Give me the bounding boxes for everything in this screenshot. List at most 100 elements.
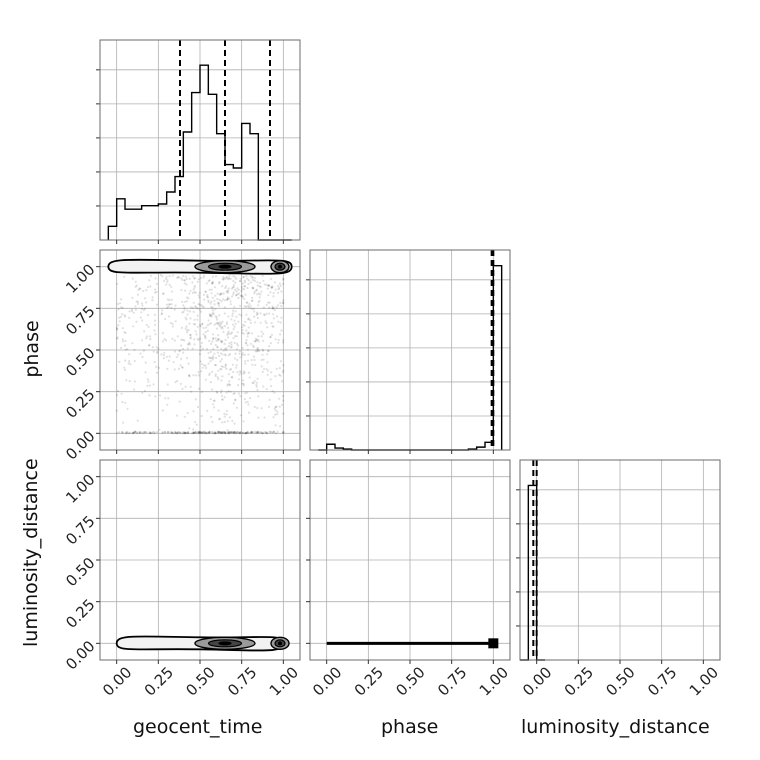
scatter-point — [155, 303, 159, 306]
scatter-point — [170, 298, 173, 301]
scatter-point — [138, 430, 141, 433]
scatter-point — [121, 401, 124, 404]
scatter-point — [213, 431, 216, 434]
scatter-point — [156, 371, 159, 374]
scatter-point — [214, 275, 218, 278]
scatter-point — [222, 275, 225, 279]
scatter-point — [169, 431, 172, 434]
scatter-point — [210, 356, 213, 360]
hist-step-geocent_time — [107, 64, 292, 241]
scatter-point — [256, 348, 259, 351]
scatter-point — [184, 327, 187, 330]
scatter-point — [221, 421, 224, 424]
scatter-point — [186, 329, 189, 332]
scatter-point — [208, 372, 211, 375]
scatter-point — [196, 307, 199, 310]
scatter-point — [199, 276, 202, 280]
scatter-point — [277, 338, 280, 342]
scatter-point — [146, 378, 149, 381]
scatter-point — [116, 327, 119, 331]
scatter-point — [225, 290, 228, 293]
scatter-point — [143, 330, 146, 333]
scatter-point — [181, 278, 184, 281]
scatter-point — [231, 314, 234, 317]
scatter-point — [204, 290, 207, 293]
scatter-point — [217, 354, 221, 357]
scatter-point — [215, 390, 218, 393]
scatter-point — [149, 285, 152, 288]
scatter-point — [180, 326, 183, 329]
scatter-point — [128, 379, 131, 383]
scatter-point — [210, 292, 213, 295]
scatter-point — [216, 391, 219, 394]
ytick-label: 0.50 — [62, 554, 98, 590]
scatter-point — [146, 285, 149, 289]
scatter-point — [282, 431, 285, 434]
scatter-point — [258, 349, 261, 353]
scatter-point — [142, 432, 145, 435]
scatter-point — [217, 334, 220, 337]
scatter-point — [161, 309, 164, 312]
scatter-point — [216, 430, 219, 433]
scatter-point — [254, 340, 257, 343]
scatter-point — [124, 331, 127, 334]
scatter-point — [233, 325, 236, 328]
scatter-point — [163, 338, 166, 341]
scatter-point — [148, 431, 151, 434]
scatter-point — [199, 431, 202, 434]
scatter-point — [121, 306, 124, 310]
scatter-point — [132, 431, 135, 434]
scatter-point — [171, 322, 174, 325]
scatter-point — [141, 319, 144, 322]
scatter-point — [222, 278, 225, 281]
scatter-point — [266, 432, 269, 435]
scatter-point — [280, 329, 283, 332]
scatter-point — [279, 360, 282, 363]
scatter-point — [220, 341, 224, 344]
scatter-point — [115, 326, 118, 329]
scatter-point — [180, 344, 183, 347]
scatter-point — [216, 376, 219, 379]
scatter-point — [270, 371, 273, 374]
scatter-point — [265, 388, 268, 391]
scatter-point — [253, 340, 256, 343]
scatter-point — [226, 326, 230, 329]
scatter-point — [120, 306, 123, 309]
scatter-point — [186, 412, 189, 415]
scatter-point — [218, 418, 221, 421]
scatter-point — [147, 325, 150, 328]
ytick-label: 1.00 — [62, 470, 98, 506]
scatter-point — [176, 353, 179, 356]
scatter-point — [215, 322, 218, 325]
scatter-point — [166, 281, 169, 284]
scatter-point — [228, 416, 231, 419]
scatter-point — [213, 399, 216, 402]
scatter-point — [201, 347, 204, 350]
scatter-point — [138, 431, 141, 434]
scatter-point — [280, 304, 283, 308]
scatter-point — [120, 431, 124, 434]
scatter-point — [205, 348, 208, 351]
xtick-label: 0.00 — [99, 663, 135, 699]
scatter-point — [226, 332, 229, 335]
scatter-point — [211, 281, 214, 285]
scatter-point — [188, 277, 191, 280]
scatter-point — [218, 304, 221, 307]
scatter-point — [270, 385, 273, 388]
contour-core — [278, 264, 282, 269]
scatter-point — [242, 370, 246, 373]
scatter-point — [244, 432, 248, 435]
scatter-point — [235, 335, 238, 338]
scatter-point — [176, 276, 179, 279]
scatter-point — [161, 275, 164, 278]
scatter-point — [249, 397, 252, 400]
scatter-point — [205, 432, 208, 435]
scatter-point — [267, 349, 270, 352]
scatter-point — [242, 288, 246, 291]
scatter-point — [198, 352, 201, 356]
scatter-point — [168, 275, 171, 278]
scatter-point — [246, 430, 249, 433]
scatter-point — [272, 295, 275, 298]
scatter-point — [256, 388, 259, 392]
scatter-point — [212, 333, 215, 336]
